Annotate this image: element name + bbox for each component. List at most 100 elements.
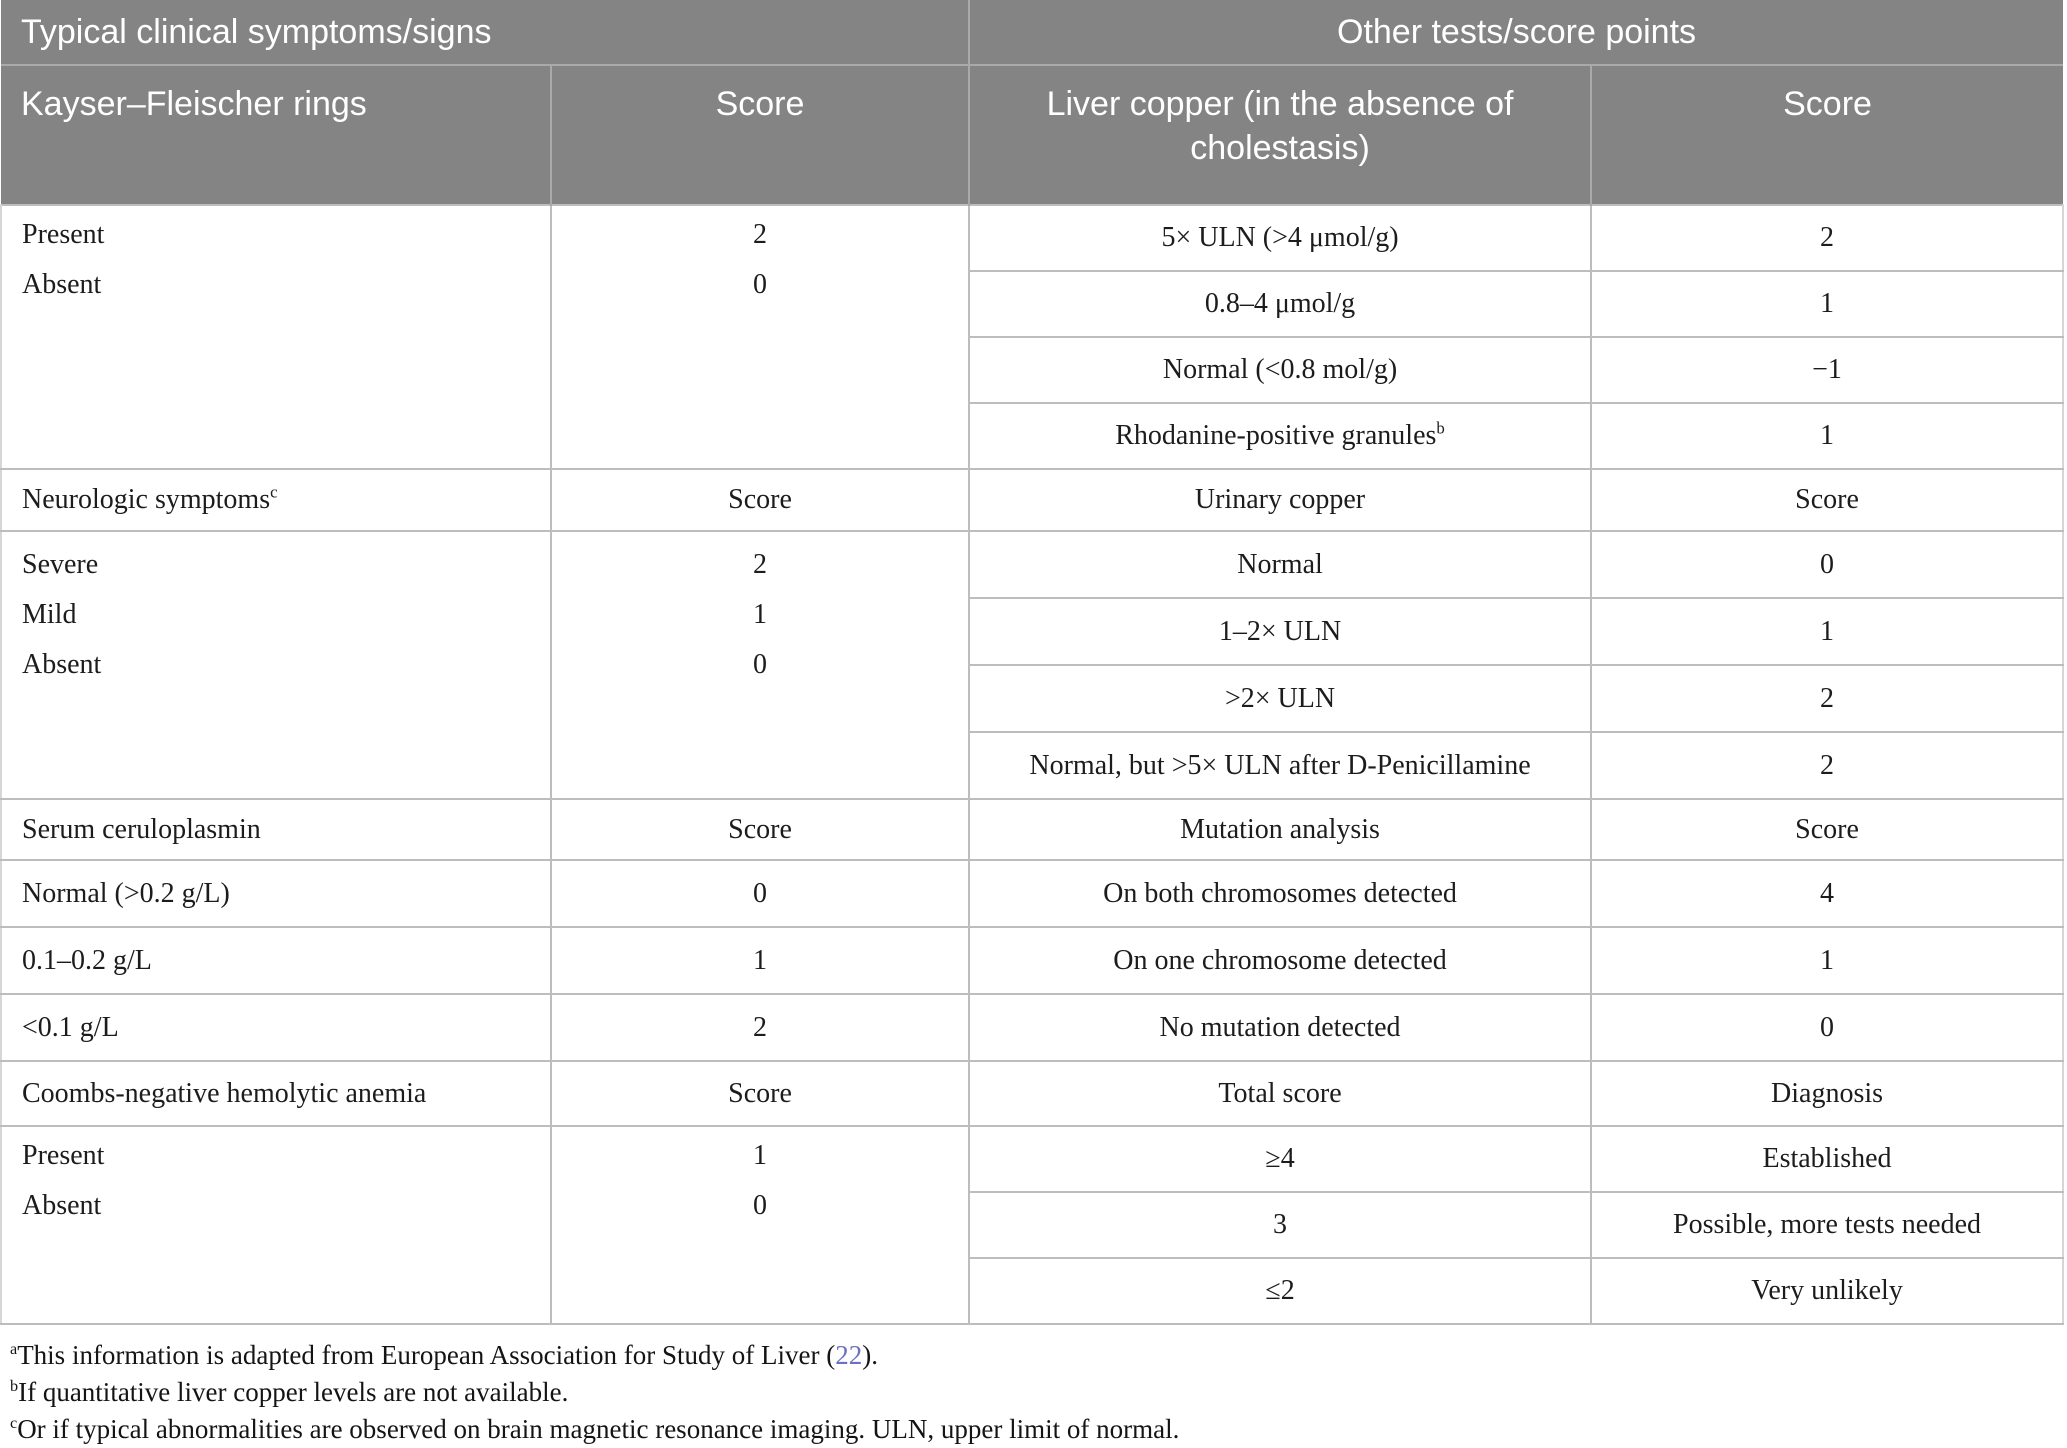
table-row: 0.8–4 μmol/g 1 [1,270,2065,338]
footnote-c: cOr if typical abnormalities are observe… [10,1411,2067,1448]
table-row: Normal, but >5× ULN after D-Penicillamin… [1,731,2065,800]
footnote-b-marker: b [10,1377,19,1395]
anemia-present-label: Present [22,1140,105,1171]
cell-urinary-normal-score: 0 [1590,530,2065,599]
cell-rhodanine: Rhodanine-positive granulesb [968,402,1593,470]
cell-urinary-penicillamine: Normal, but >5× ULN after D-Penicillamin… [968,731,1593,800]
cell-total-le2: ≤2 [968,1257,1593,1325]
cell-mutation-both: On both chromosomes detected [968,859,1593,928]
cell-mutation-none-score: 0 [1590,993,2065,1062]
kf-absent-label: Absent [22,269,102,300]
kf-present-score: 2 [753,219,767,250]
footnote-c-marker: c [10,1414,18,1432]
column-header-liver-copper-text: Liver copper (in the absence of cholesta… [1046,85,1514,167]
citation-link-22[interactable]: 22 [835,1340,863,1370]
table-row: Present Absent 1 0 ≥4 Established [0,1125,2065,1325]
anemia-present-score: 1 [753,1140,767,1171]
table-header: Typical clinical symptoms/signs Other te… [1,0,2064,205]
cell-mutation-one-score: 1 [1590,926,2065,995]
cell-urinary-1-2uln-score: 1 [1590,597,2065,666]
footnote-a-text: This information is adapted from Europea… [17,1340,836,1370]
cell-liver-copper-normal: Normal (<0.8 mol/g) [968,336,1593,404]
cell-anemia-scores: 1 0 [549,1125,971,1325]
section-header-anemia-score: Score [549,1060,971,1127]
cell-ceruloplasmin-mid: 0.1–0.2 g/L [0,926,552,995]
section-header-row: Neurologic symptomsc Score Urinary coppe… [0,468,2065,532]
section-header-anemia: Coombs-negative hemolytic anemia [0,1060,552,1127]
column-header-row: Kayser–Fleischer rings Score Liver coppe… [1,64,2064,205]
cell-ceruloplasmin-low: <0.1 g/L [0,993,552,1062]
neurologic-footnote-marker: c [270,482,278,502]
table-row: Severe Mild Absent 2 1 0 Normal 0 [0,530,2065,800]
table-row: >2× ULN 2 [1,664,2065,733]
section-header-row: Serum ceruloplasmin Score Mutation analy… [0,798,2065,861]
cell-urinary-gt2uln: >2× ULN [968,664,1593,733]
cell-rhodanine-score: 1 [1590,402,2065,470]
section-header-urinary-copper: Urinary copper [968,468,1593,532]
table-row: 0.1–0.2 g/L 1 On one chromosome detected… [0,926,2065,995]
section-header-total-score: Total score [968,1060,1593,1127]
cell-liver-copper-mid: 0.8–4 μmol/g [968,270,1593,338]
neurologic-severe-label: Severe [22,549,99,580]
footnote-b: bIf quantitative liver copper levels are… [10,1374,2067,1411]
anemia-absent-label: Absent [22,1190,102,1221]
cell-ceruloplasmin-mid-score: 1 [549,926,971,995]
section-header-neurologic-score: Score [549,468,971,532]
table-row: 1–2× ULN 1 [1,597,2065,666]
cell-mutation-both-score: 4 [1590,859,2065,928]
cell-anemia-labels: Present Absent [0,1125,552,1325]
wilson-disease-score-table: Typical clinical symptoms/signs Other te… [0,0,2065,1325]
cell-neurologic-scores: 2 1 0 [549,530,971,800]
section-header-ceruloplasmin: Serum ceruloplasmin [0,798,552,861]
kf-present-label: Present [22,219,105,250]
section-header-mutation: Mutation analysis [968,798,1593,861]
column-header-kayser-fleischer: Kayser–Fleischer rings [1,64,551,205]
cell-total-3: 3 [968,1191,1593,1259]
cell-liver-copper-5xuln-score: 2 [1590,204,2065,272]
kf-absent-score: 0 [753,269,767,300]
rhodanine-footnote-marker: b [1436,418,1445,438]
table-row: Normal (>0.2 g/L) 0 On both chromosomes … [0,859,2065,928]
section-header-mutation-score: Score [1590,798,2065,861]
footnote-b-text: If quantitative liver copper levels are … [18,1377,569,1407]
column-header-score-left: Score [549,64,970,205]
anemia-absent-score: 0 [753,1190,767,1221]
footnote-a: aThis information is adapted from Europe… [10,1337,2067,1374]
column-header-score-right: Score [1590,64,2064,205]
table-row: Rhodanine-positive granulesb 1 [1,402,2065,470]
neurologic-header-text: Neurologic symptoms [22,484,271,515]
section-header-diagnosis: Diagnosis [1590,1060,2065,1127]
table-row: <0.1 g/L 2 No mutation detected 0 [0,993,2065,1062]
rhodanine-label: Rhodanine-positive granules [1115,420,1437,451]
footnote-c-text: Or if typical abnormalities are observed… [17,1414,1180,1444]
cell-urinary-gt2uln-score: 2 [1590,664,2065,733]
neurologic-mild-label: Mild [22,599,77,630]
cell-ceruloplasmin-normal: Normal (>0.2 g/L) [0,859,552,928]
cell-kf-labels: Present Absent [0,204,552,470]
cell-mutation-one: On one chromosome detected [968,926,1593,995]
group-header-clinical: Typical clinical symptoms/signs [1,0,971,65]
cell-total-ge4: ≥4 [968,1125,1593,1193]
column-header-liver-copper: Liver copper (in the absence of cholesta… [968,64,1592,205]
footnotes: aThis information is adapted from Europe… [0,1325,2067,1448]
section-header-ceruloplasmin-score: Score [549,798,971,861]
group-header-row: Typical clinical symptoms/signs Other te… [1,0,2064,65]
cell-mutation-none: No mutation detected [968,993,1593,1062]
neurologic-absent-score: 0 [753,649,767,680]
section-header-urinary-copper-score: Score [1590,468,2065,532]
neurologic-severe-score: 2 [753,549,767,580]
footnote-a-marker: a [10,1340,18,1358]
cell-urinary-1-2uln: 1–2× ULN [968,597,1593,666]
table-body: Present Absent 2 0 5× ULN (>4 μmol/g) 2 … [0,204,2065,1325]
cell-urinary-normal: Normal [968,530,1593,599]
cell-diagnosis-unlikely: Very unlikely [1590,1257,2065,1325]
cell-liver-copper-5xuln: 5× ULN (>4 μmol/g) [968,204,1593,272]
section-header-neurologic: Neurologic symptomsc [0,468,552,532]
table-row: Normal (<0.8 mol/g) −1 [1,336,2065,404]
table-row: ≤2 Very unlikely [1,1257,2065,1325]
section-header-row: Coombs-negative hemolytic anemia Score T… [0,1060,2065,1127]
neurologic-mild-score: 1 [753,599,767,630]
cell-neurologic-labels: Severe Mild Absent [0,530,552,800]
group-header-other-tests: Other tests/score points [969,0,2064,65]
cell-liver-copper-normal-score: −1 [1590,336,2065,404]
